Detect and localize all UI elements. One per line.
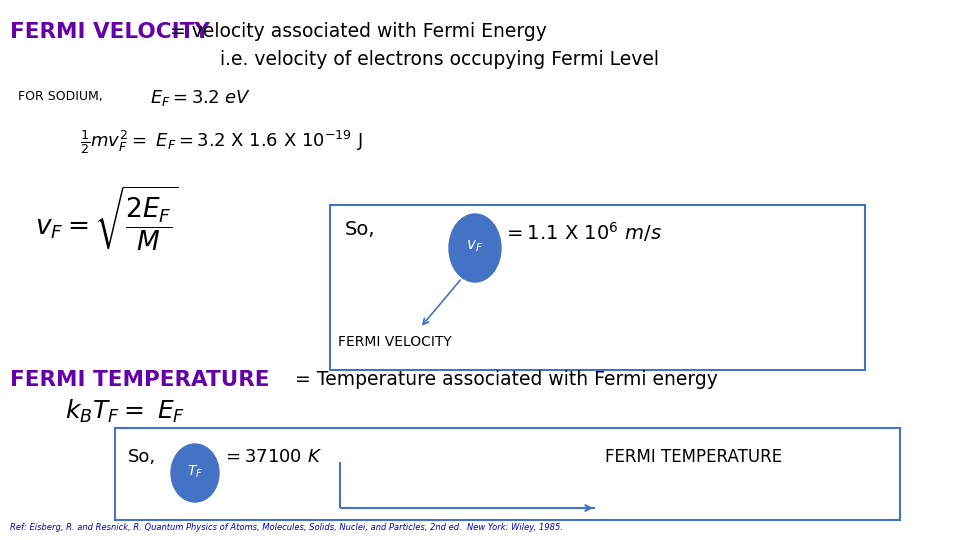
Text: $v_F = \sqrt{\dfrac{2E_F}{M}}$: $v_F = \sqrt{\dfrac{2E_F}{M}}$: [35, 185, 179, 253]
Text: FOR SODIUM,: FOR SODIUM,: [18, 90, 103, 103]
Text: = Temperature associated with Fermi energy: = Temperature associated with Fermi ener…: [295, 370, 718, 389]
Ellipse shape: [449, 214, 501, 282]
Text: $= 37100\ K$: $= 37100\ K$: [222, 448, 323, 466]
Text: $T_F$: $T_F$: [187, 464, 204, 480]
Text: FERMI TEMPERATURE: FERMI TEMPERATURE: [10, 370, 270, 390]
Text: $E_F = 3.2 \ eV$: $E_F = 3.2 \ eV$: [150, 88, 252, 108]
Text: $\frac{1}{2}mv_F^2 = \ E_F = 3.2\ \mathrm{X}\ 1.6\ \mathrm{X}\ 10^{-19}\ \mathrm: $\frac{1}{2}mv_F^2 = \ E_F = 3.2\ \mathr…: [80, 128, 363, 156]
Bar: [115, 428, 900, 520]
Text: = velocity associated with Fermi Energy: = velocity associated with Fermi Energy: [170, 22, 547, 41]
Text: FERMI VELOCITY: FERMI VELOCITY: [10, 22, 210, 42]
Text: So,: So,: [128, 448, 156, 466]
Text: FERMI VELOCITY: FERMI VELOCITY: [338, 335, 452, 349]
Text: i.e. velocity of electrons occupying Fermi Level: i.e. velocity of electrons occupying Fer…: [220, 50, 659, 69]
Bar: [330, 205, 865, 370]
Text: Ref: Eisberg, R. and Resnick, R. Quantum Physics of Atoms, Molecules, Solids, Nu: Ref: Eisberg, R. and Resnick, R. Quantum…: [10, 523, 563, 532]
Ellipse shape: [171, 444, 219, 502]
Text: FERMI TEMPERATURE: FERMI TEMPERATURE: [605, 448, 782, 466]
Text: So,: So,: [345, 220, 375, 239]
Text: $v_F$: $v_F$: [467, 238, 484, 254]
Text: $= 1.1\ \mathrm{X}\ 10^6\ m/s$: $= 1.1\ \mathrm{X}\ 10^6\ m/s$: [503, 220, 661, 244]
Text: $k_B T_F = \ E_F$: $k_B T_F = \ E_F$: [65, 398, 185, 425]
